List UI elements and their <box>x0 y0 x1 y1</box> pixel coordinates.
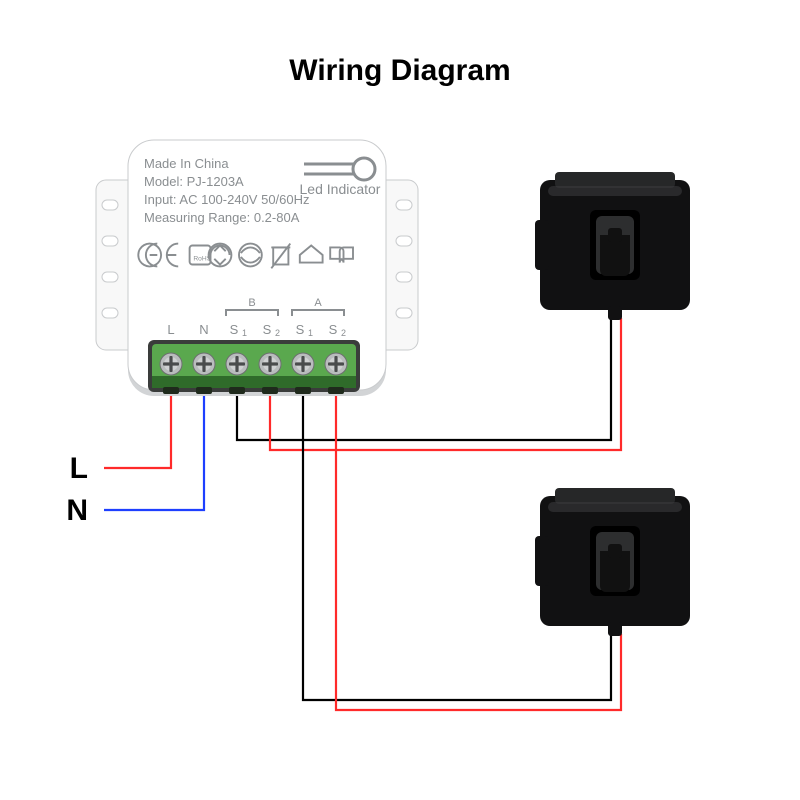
wiring-diagram-svg: Wiring Diagram <box>0 0 800 800</box>
terminal-label-L: L <box>167 322 174 337</box>
svg-text:2: 2 <box>275 328 280 338</box>
wire-label-L: L <box>70 452 88 485</box>
wire-label-N: N <box>66 494 88 527</box>
svg-text:S: S <box>296 322 305 337</box>
wire-N <box>104 394 204 510</box>
module-model: Model: PJ-1203A <box>144 174 244 189</box>
led-indicator-label: Led Indicator <box>300 181 381 197</box>
svg-text:1: 1 <box>308 328 313 338</box>
svg-text:1: 1 <box>242 328 247 338</box>
group-b-label: B <box>248 297 255 309</box>
svg-text:S: S <box>329 322 338 337</box>
module-ear-left <box>96 180 128 350</box>
svg-text:S: S <box>263 322 272 337</box>
module-ear-right <box>386 180 418 350</box>
module-input: Input: AC 100-240V 50/60Hz <box>144 192 310 207</box>
svg-text:2: 2 <box>341 328 346 338</box>
diagram-title: Wiring Diagram <box>289 54 510 87</box>
ct-clamp-top <box>535 172 690 320</box>
module-made-in: Made In China <box>144 156 229 171</box>
module: Led Indicator Made In China Model: PJ-12… <box>96 140 418 396</box>
terminal-block <box>148 340 360 394</box>
wire-L <box>104 394 171 468</box>
terminal-label-N: N <box>199 322 208 337</box>
svg-text:S: S <box>230 322 239 337</box>
module-range: Measuring Range: 0.2-80A <box>144 210 300 225</box>
group-a-label: A <box>314 297 322 309</box>
ct-clamp-bottom <box>535 488 690 636</box>
